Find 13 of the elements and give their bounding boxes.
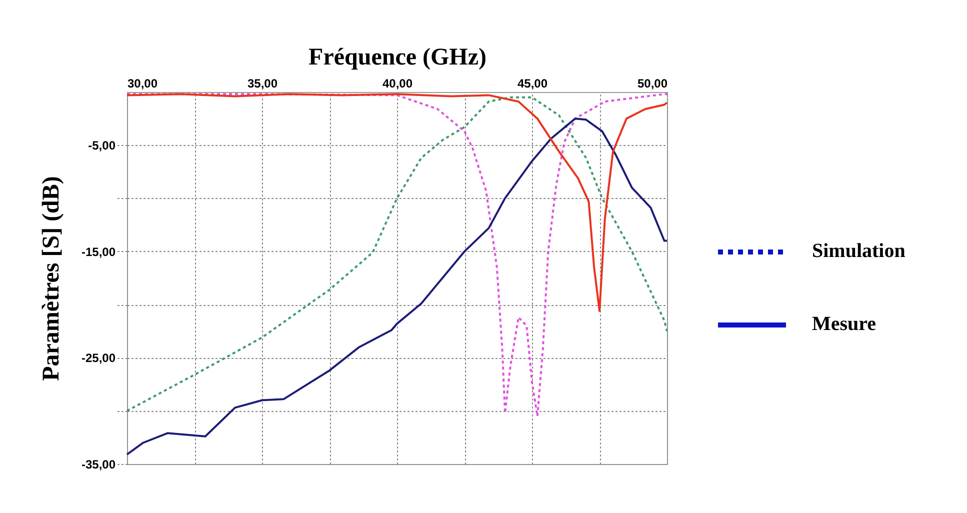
- x-tick-label: 30,00: [128, 76, 158, 90]
- y-tick-label: -5,00: [88, 138, 116, 153]
- x-tick-label: 35,00: [247, 76, 278, 90]
- x-tick-label: 50,00: [637, 76, 668, 90]
- y-tick-label: -15,00: [81, 244, 116, 259]
- text: Simulation: [812, 240, 906, 263]
- y-tick-label: -35,00: [81, 458, 116, 472]
- y-axis-title: Paramètres [S] (dB): [38, 176, 64, 381]
- text: Mesure: [812, 313, 876, 336]
- x-tick-label: 40,00: [382, 76, 413, 90]
- y-tick-label: -25,00: [81, 351, 116, 366]
- x-axis-title: Fréquence (GHz): [308, 44, 486, 70]
- x-tick-label: 45,00: [517, 76, 548, 90]
